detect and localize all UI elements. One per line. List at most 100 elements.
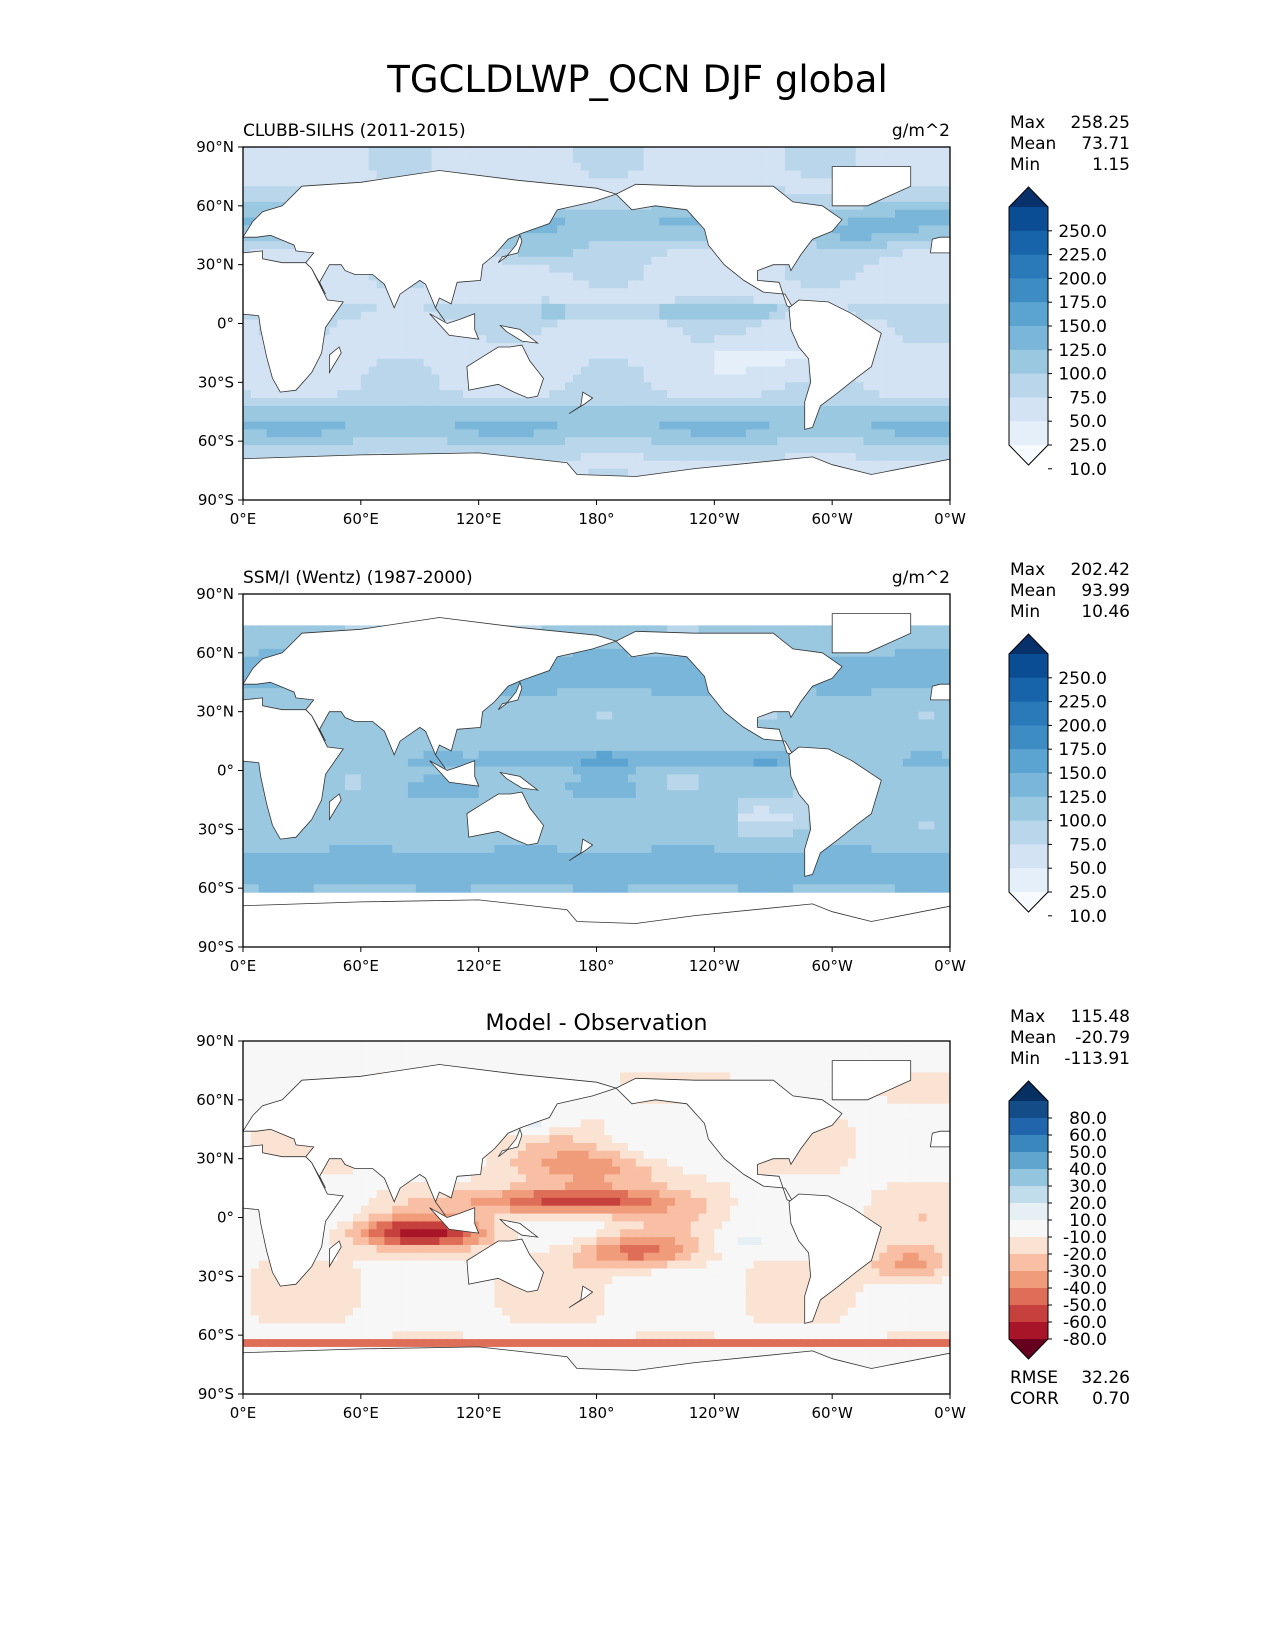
field-cell: [313, 405, 323, 415]
field-cell: [934, 437, 943, 446]
field-cell: [847, 296, 857, 305]
field-cell: [675, 445, 684, 454]
field-cell: [510, 311, 519, 321]
field-cell: [258, 147, 268, 156]
figure-title: TGCLDLWP_OCN DJF global: [387, 58, 888, 101]
field-cell: [274, 421, 283, 430]
field-cell: [572, 382, 582, 391]
field-cell: [682, 178, 692, 187]
field-cell: [580, 664, 590, 674]
field-cell: [439, 390, 448, 399]
field-cell: [549, 178, 558, 187]
field-cell: [840, 445, 849, 454]
field-cell: [517, 256, 527, 266]
field-cell: [337, 272, 346, 281]
field-cell: [368, 335, 378, 344]
field-cell: [926, 233, 935, 242]
field-cell: [266, 641, 276, 650]
field-cell: [541, 225, 550, 234]
field-cell: [698, 272, 708, 281]
field-cell: [612, 366, 621, 376]
field-cell: [258, 241, 268, 250]
field-cell: [510, 264, 519, 274]
field-cell: [635, 217, 645, 227]
field-cell: [486, 319, 495, 329]
field-cell: [698, 398, 708, 407]
field-cell: [604, 390, 613, 399]
field-cell: [926, 335, 935, 344]
field-cell: [250, 162, 260, 172]
field-cell: [604, 233, 613, 242]
field-cell: [313, 178, 323, 187]
field-cell: [918, 672, 928, 681]
field-cell: [918, 358, 928, 368]
field-cell: [337, 405, 346, 415]
field-cell: [942, 256, 950, 266]
field-cell: [714, 327, 723, 336]
field-cell: [926, 178, 935, 187]
field-cell: [612, 374, 621, 383]
field-cell: [502, 280, 511, 289]
field-cell: [368, 170, 378, 179]
field-cell: [730, 437, 739, 446]
field-cell: [785, 154, 794, 164]
field-cell: [698, 296, 708, 305]
field-cell: [243, 390, 252, 399]
field-cell: [557, 233, 566, 242]
field-cell: [800, 170, 810, 179]
field-cell: [620, 225, 629, 234]
field-cell: [290, 413, 299, 423]
field-cell: [730, 170, 739, 179]
field-cell: [596, 162, 605, 172]
field-cell: [478, 147, 488, 156]
field-cell: [407, 374, 417, 383]
field-cell: [274, 256, 283, 266]
field-cell: [910, 625, 920, 634]
field-cell: [360, 374, 370, 383]
field-cell: [934, 162, 943, 172]
field-cell: [651, 209, 660, 219]
field-cell: [879, 656, 888, 666]
field-cell: [722, 178, 731, 187]
field-cell: [580, 147, 590, 156]
field-cell: [800, 374, 810, 383]
field-cell: [675, 248, 684, 258]
field-cell: [934, 390, 943, 399]
field-cell: [934, 413, 943, 423]
field-cell: [604, 680, 613, 689]
field-cell: [887, 366, 896, 376]
field-cell: [643, 162, 653, 172]
field-cell: [580, 405, 590, 415]
field-cell: [415, 335, 425, 344]
field-cell: [565, 162, 574, 172]
field-cell: [690, 452, 700, 462]
field-cell: [682, 656, 692, 666]
field-cell: [714, 256, 723, 266]
field-cell: [745, 288, 755, 297]
field-cell: [494, 264, 503, 274]
field-cell: [910, 460, 920, 470]
field-cell: [321, 327, 331, 336]
field-cell: [462, 303, 472, 313]
field-cell: [902, 343, 912, 352]
field-cell: [934, 264, 943, 274]
field-cell: [824, 201, 833, 211]
field-cell: [549, 437, 558, 446]
field-cell: [879, 350, 888, 360]
field-cell: [800, 248, 810, 258]
field-cell: [824, 170, 833, 179]
field-cell: [290, 186, 299, 195]
field-cell: [863, 468, 873, 478]
field-cell: [792, 162, 802, 172]
field-cell: [258, 178, 268, 187]
field-cell: [510, 147, 519, 156]
field-cell: [470, 296, 480, 305]
field-cell: [494, 170, 503, 179]
field-cell: [887, 272, 896, 281]
field-cell: [486, 264, 495, 274]
field-cell: [816, 445, 825, 454]
field-cell: [690, 311, 700, 321]
field-cell: [423, 162, 433, 172]
field-cell: [934, 201, 943, 211]
field-cell: [761, 162, 770, 172]
